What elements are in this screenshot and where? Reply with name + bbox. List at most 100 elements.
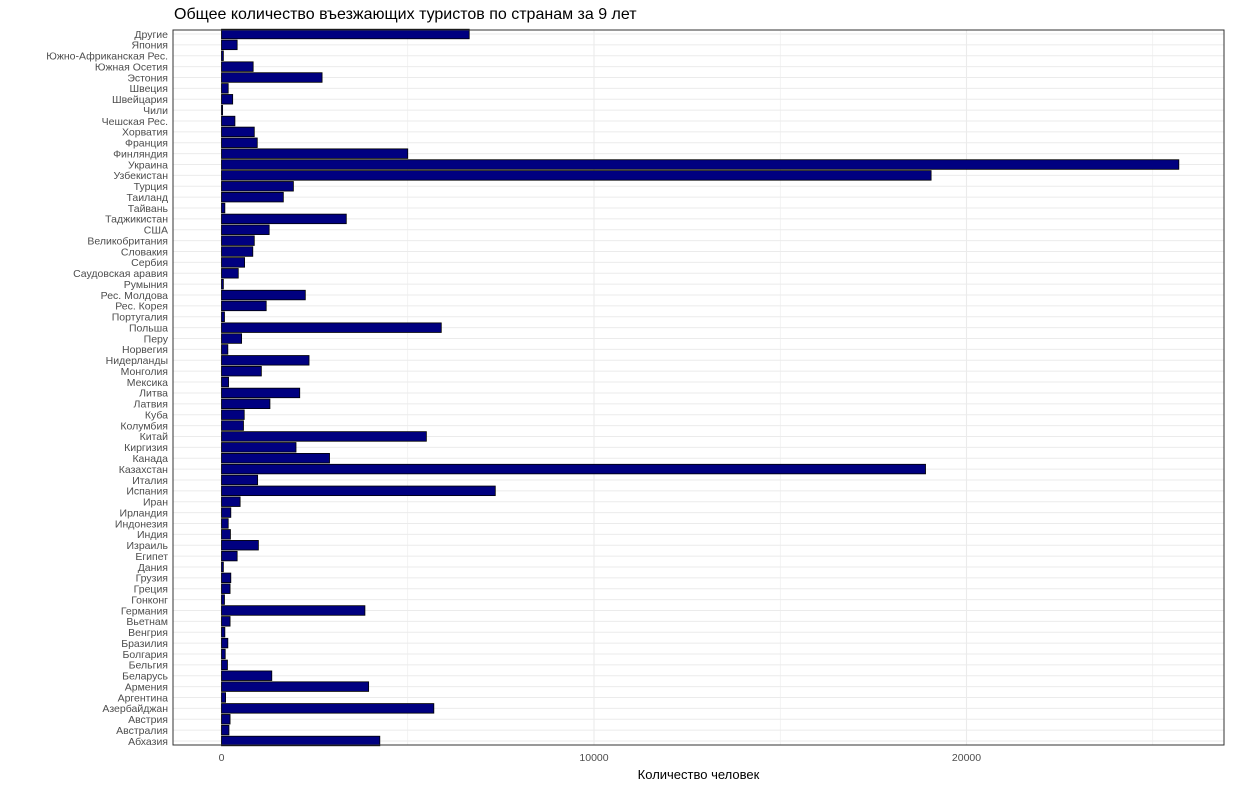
bars	[221, 28, 1180, 747]
bar	[221, 278, 224, 290]
y-tick-label: Польша	[129, 322, 168, 334]
y-tick-label: Рес. Корея	[115, 301, 168, 313]
y-tick-label: Вьетнам	[126, 616, 168, 628]
y-tick-label: Австралия	[116, 725, 168, 737]
bar	[221, 681, 370, 692]
y-tick-label: Южно-Африканская Рес.	[46, 51, 168, 63]
y-tick-label: Киргизия	[124, 442, 168, 454]
x-tick-label: 10000	[579, 752, 608, 764]
y-tick-label: Южная Осетия	[95, 61, 168, 73]
bar	[221, 637, 229, 649]
y-tick-label: Израиль	[126, 540, 168, 552]
y-tick-label: Чешская Рес.	[102, 116, 168, 128]
x-axis-title: Количество человек	[638, 767, 760, 782]
y-tick-label: Турция	[134, 181, 168, 193]
y-tick-label: Китай	[140, 431, 169, 443]
y-tick-label: Иран	[143, 497, 168, 509]
bar	[221, 202, 226, 214]
bar	[221, 692, 226, 703]
y-tick-label: Германия	[121, 605, 168, 617]
y-tick-label: Португалия	[112, 312, 168, 324]
bar	[221, 39, 238, 51]
bar	[221, 420, 244, 431]
bar	[221, 159, 1180, 170]
bar	[221, 104, 224, 116]
y-tick-label: Азербайджан	[102, 703, 168, 715]
y-tick-label: Литва	[139, 388, 168, 400]
bar	[221, 496, 241, 507]
bar	[221, 583, 231, 594]
y-tick-label: Узбекистан	[113, 170, 168, 182]
y-tick-label: Канада	[132, 453, 168, 465]
y-tick-label: Индия	[137, 529, 168, 541]
y-tick-label: Абхазия	[128, 736, 168, 748]
bar	[221, 344, 229, 355]
bar	[221, 126, 255, 138]
y-tick-labels: АбхазияАвстралияАвстрияАзербайджанАргент…	[46, 29, 169, 748]
y-tick-label: Эстония	[127, 72, 168, 84]
bar	[221, 550, 238, 562]
bar	[221, 246, 254, 257]
x-tick-label: 0	[219, 752, 225, 764]
y-tick-label: Франция	[125, 138, 168, 150]
bar	[221, 268, 239, 279]
bar	[221, 300, 267, 312]
y-tick-label: Рес. Молдова	[101, 290, 168, 302]
y-tick-label: Грузия	[136, 573, 168, 585]
y-tick-label: Таджикистан	[105, 214, 168, 226]
y-tick-label: Австрия	[128, 714, 168, 726]
bar	[221, 507, 232, 518]
y-tick-label: Аргентина	[118, 692, 169, 704]
x-tick-label: 20000	[952, 752, 981, 764]
x-tick-labels: 0 10000 20000	[219, 752, 982, 764]
grid-lines	[173, 30, 1224, 745]
y-tick-label: Швейцария	[112, 94, 168, 106]
bar	[221, 170, 932, 181]
bar	[221, 224, 270, 235]
y-tick-label: Бельгия	[129, 660, 168, 672]
bar	[221, 50, 224, 61]
bar	[221, 735, 381, 747]
y-tick-label: Сербия	[131, 257, 168, 269]
bar	[221, 594, 225, 605]
y-tick-label: Бразилия	[121, 638, 168, 650]
y-tick-label: Венгрия	[128, 627, 168, 639]
bar	[221, 540, 259, 551]
bar	[221, 28, 470, 40]
chart-title: Общее количество въезжающих туристов по …	[174, 6, 637, 23]
bar	[221, 94, 234, 105]
bar	[221, 181, 294, 192]
bar	[221, 61, 254, 72]
bar	[221, 605, 366, 616]
y-tick-label: Куба	[145, 409, 168, 421]
bar	[221, 311, 225, 322]
bar	[221, 703, 435, 714]
bar	[221, 365, 262, 377]
bar	[221, 213, 347, 225]
bar	[221, 561, 224, 573]
bar	[221, 518, 229, 529]
bar	[221, 670, 273, 681]
bar	[221, 463, 926, 475]
y-tick-label: Словакия	[121, 246, 168, 258]
y-tick-label: Япония	[132, 40, 168, 52]
y-tick-label: Нидерланды	[106, 355, 168, 367]
bar	[221, 409, 245, 420]
bar	[221, 714, 231, 725]
y-tick-label: Тайвань	[128, 203, 169, 215]
bar	[221, 355, 310, 366]
y-tick-label: Дания	[138, 562, 168, 574]
y-tick-label: Ирландия	[120, 507, 168, 519]
y-tick-label: Гонконг	[131, 594, 168, 606]
bar	[221, 659, 228, 671]
bar	[221, 235, 255, 246]
bar	[221, 572, 232, 584]
bar	[221, 529, 231, 540]
y-tick-label: Болгария	[123, 649, 168, 661]
y-tick-label: Саудовская аравия	[73, 268, 168, 280]
y-tick-label: Норвегия	[122, 344, 168, 356]
bar	[221, 616, 231, 627]
y-tick-label: Украина	[128, 159, 168, 171]
y-tick-label: Греция	[134, 584, 168, 596]
